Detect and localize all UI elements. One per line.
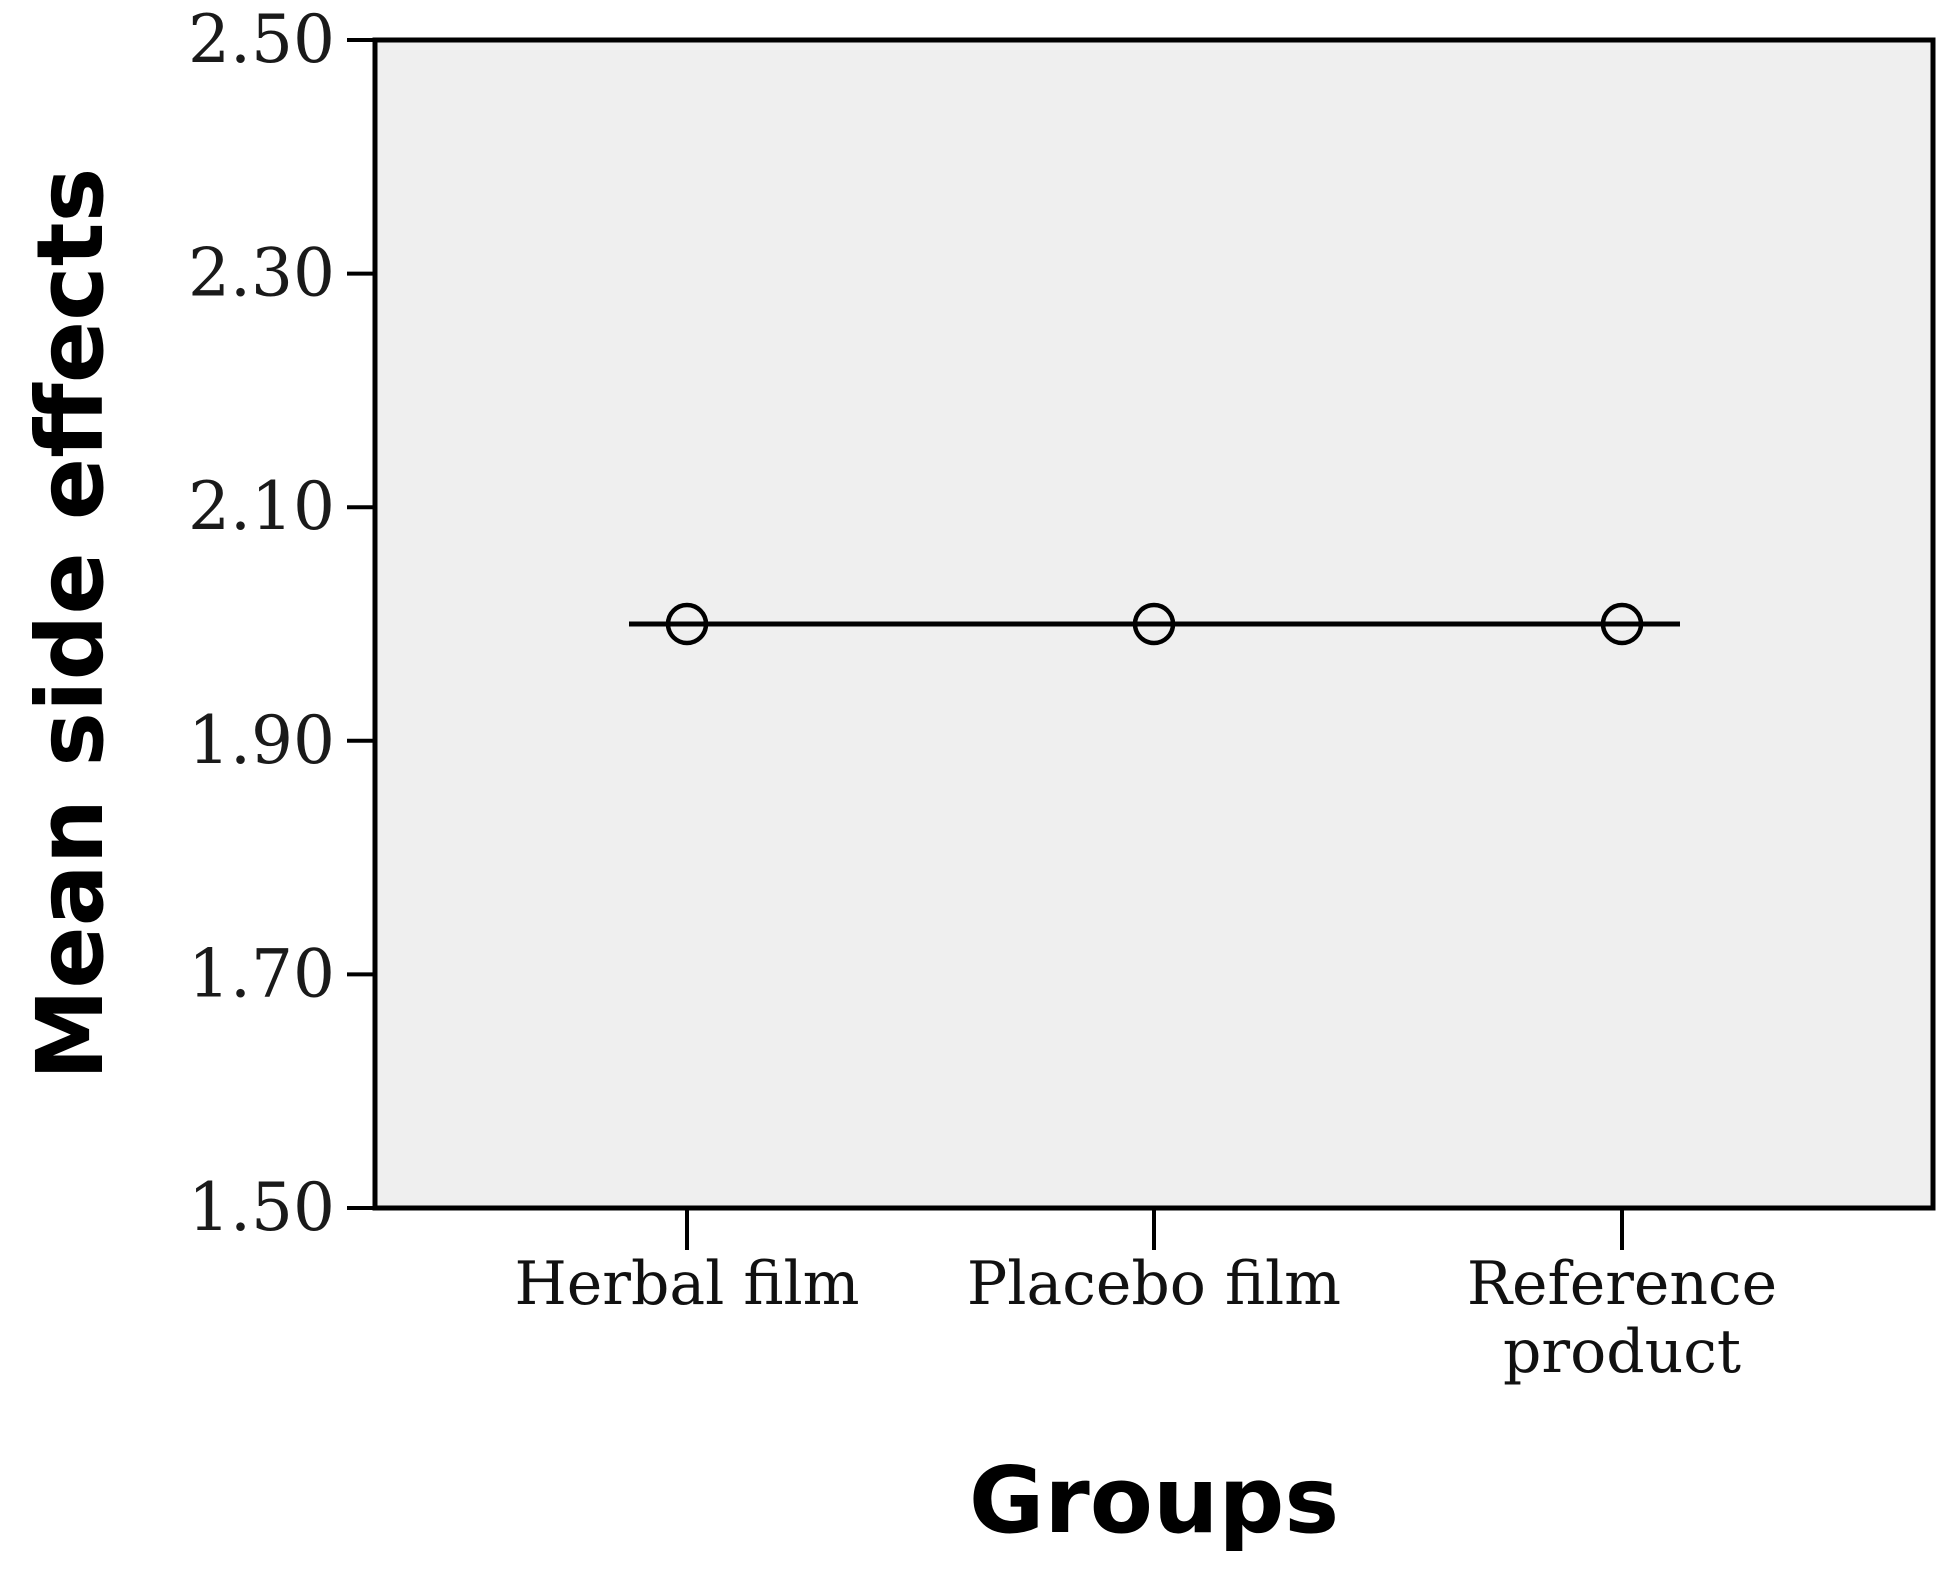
x-tick-label: product [1503, 1317, 1741, 1387]
y-tick-label: 1.70 [188, 935, 335, 1012]
x-tick-label: Reference [1467, 1249, 1777, 1319]
y-axis-ticks: 1.50 1.70 1.90 2.10 2.30 2.50 [188, 1, 375, 1246]
y-tick-label: 1.50 [188, 1169, 335, 1246]
series-group [629, 602, 1680, 646]
y-tick-label: 2.10 [188, 468, 335, 545]
x-tick-label: Placebo film [967, 1249, 1341, 1319]
x-axis-title: Groups [969, 1447, 1339, 1554]
data-point-marker [1600, 602, 1644, 646]
y-tick-label: 2.50 [188, 1, 335, 78]
y-tick-label: 2.30 [188, 235, 335, 312]
y-axis-title: Mean side effects [17, 168, 124, 1081]
data-point-marker [1132, 602, 1176, 646]
y-tick-label: 1.90 [188, 702, 335, 779]
data-point-marker [665, 602, 709, 646]
x-tick-label: Herbal film [514, 1249, 859, 1319]
